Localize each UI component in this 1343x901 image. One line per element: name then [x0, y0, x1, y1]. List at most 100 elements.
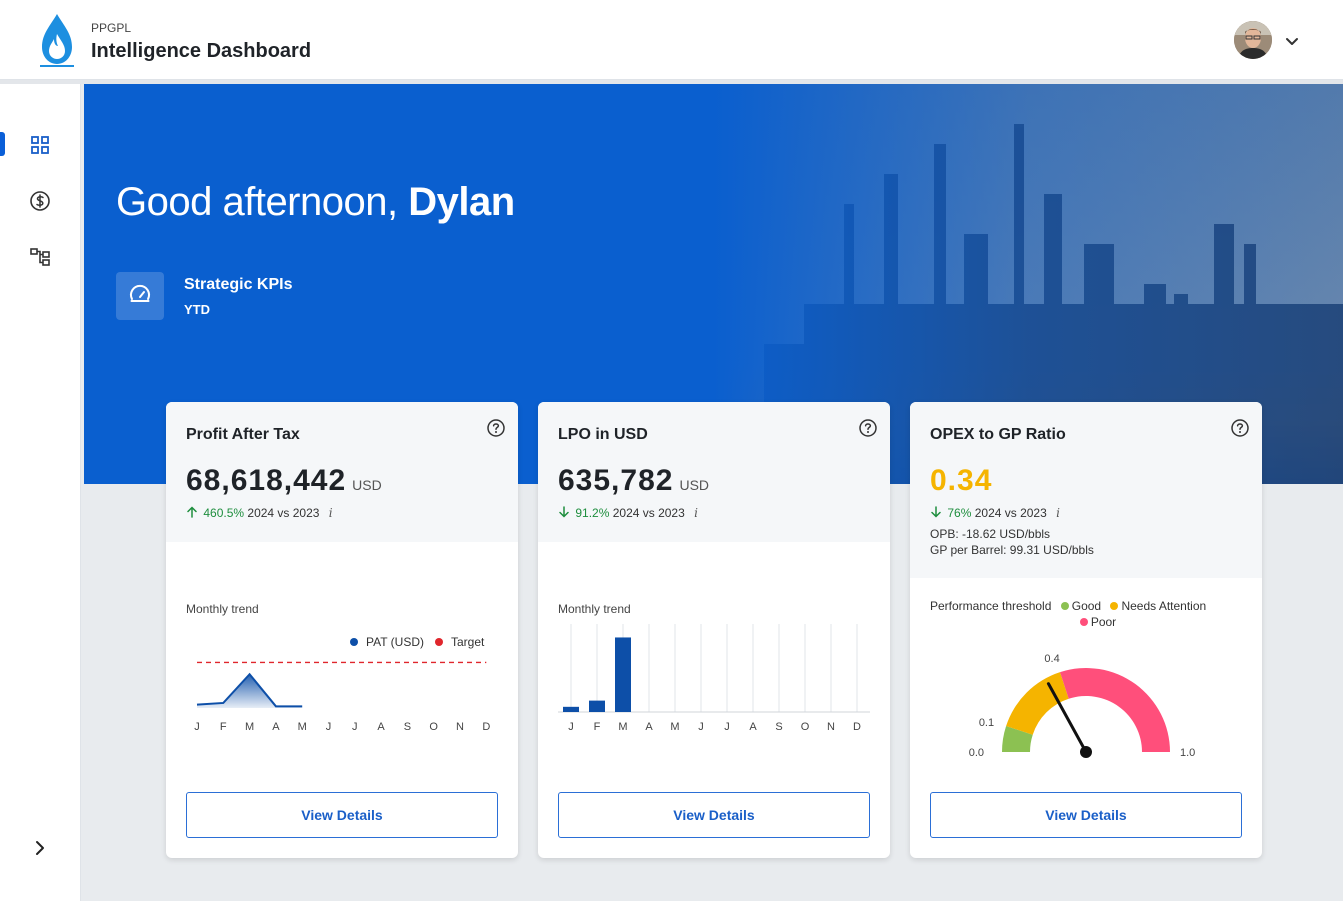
gauge-band-poor	[1060, 668, 1170, 752]
opb-value: OPB: -18.62 USD/bbls	[930, 527, 1051, 541]
gauge-band-needs-attention	[1006, 672, 1069, 735]
x-tick-label: M	[245, 721, 254, 733]
legend-dot-needs-attention	[1110, 602, 1119, 610]
legend-dot-good	[1060, 602, 1069, 610]
app-title: Intelligence Dashboard	[91, 40, 312, 62]
kpi-delta: 91.2% 2024 vs 2023 i	[558, 506, 698, 520]
legend-dot-poor	[1079, 618, 1088, 626]
header-divider	[0, 80, 1343, 84]
view-details-button[interactable]: View Details	[930, 792, 1242, 838]
pat-area	[197, 674, 303, 708]
chevron-down-icon[interactable]	[1283, 32, 1301, 50]
card-header	[910, 402, 1262, 578]
gauge-tick-label: 0.0	[969, 747, 984, 759]
legend-label-poor: Poor	[1090, 615, 1117, 629]
view-details-button[interactable]: View Details	[558, 792, 870, 838]
info-icon[interactable]: i	[1056, 506, 1060, 520]
pat-series-line	[196, 672, 303, 708]
x-tick-label: N	[827, 721, 835, 733]
chevron-right-icon[interactable]	[30, 838, 50, 858]
lpo-bar	[615, 637, 631, 712]
x-tick-label: S	[404, 721, 411, 733]
kpi-unit: USD	[352, 477, 382, 493]
x-tick-label: F	[220, 721, 227, 733]
legend-label-pat: PAT (USD)	[366, 635, 424, 649]
speedometer-icon	[130, 284, 150, 302]
kpi-number: 68,618,442	[186, 464, 347, 497]
kpi-delta: 460.5% 2024 vs 2023 i	[186, 506, 333, 520]
x-tick-label: O	[801, 721, 810, 733]
flame-drop-logo-icon[interactable]	[36, 12, 78, 68]
kpi-value: 68,618,442 USD	[186, 464, 382, 498]
card-title: LPO in USD	[558, 426, 648, 443]
x-tick-label: N	[456, 721, 464, 733]
info-icon[interactable]: i	[328, 506, 333, 520]
lpo-bar	[563, 706, 579, 712]
x-tick-label: M	[618, 721, 627, 733]
user-avatar[interactable]	[1234, 21, 1272, 59]
greeting-text: Good afternoon,	[116, 180, 398, 224]
gp-per-barrel-value: GP per Barrel: 99.31 USD/bbls	[930, 543, 1094, 557]
x-tick-label: D	[853, 721, 861, 733]
kpi-card-opex-gp-ratio: OPEX to GP Ratio 0.34 76% 2024 vs 2023 i…	[910, 402, 1262, 858]
x-tick-label: A	[377, 721, 385, 733]
arrow-down-icon	[559, 506, 569, 518]
x-tick-label: J	[698, 721, 704, 733]
kpi-unit: USD	[679, 477, 710, 493]
legend-label-target: Target	[451, 635, 485, 649]
gauge-needle-hub	[1080, 746, 1092, 758]
x-tick-label: A	[272, 721, 280, 733]
threshold-label: Performance threshold	[930, 599, 1052, 613]
help-circle-icon[interactable]	[486, 418, 506, 438]
x-tick-label: O	[429, 721, 438, 733]
active-indicator	[0, 132, 5, 156]
legend-dot-pat	[350, 638, 358, 646]
card-header	[538, 402, 890, 542]
x-tick-label: A	[645, 721, 653, 733]
delta-period: 2024 vs 2023	[612, 506, 685, 520]
sidebar-item-dashboard[interactable]	[0, 124, 81, 164]
delta-period: 2024 vs 2023	[247, 506, 320, 520]
kpi-value: 635,782 USD	[558, 464, 709, 498]
view-details-button[interactable]: View Details	[186, 792, 498, 838]
help-circle-icon[interactable]	[1230, 418, 1250, 438]
sidebar	[0, 84, 81, 901]
kpi-card-lpo-usd: LPO in USD 635,782 USD 91.2% 2024 vs 2023…	[538, 402, 890, 858]
help-circle-icon[interactable]	[858, 418, 878, 438]
arrow-down-icon	[931, 506, 941, 518]
performance-threshold-legend: Performance threshold Good Needs Attenti…	[930, 598, 1250, 630]
gauge-tick-label: 1.0	[1180, 747, 1195, 759]
x-tick-label: F	[594, 721, 601, 733]
kpi-value: 0.34	[930, 464, 993, 497]
info-icon[interactable]: i	[694, 506, 698, 520]
card-title: OPEX to GP Ratio	[930, 426, 1066, 443]
x-tick-label: J	[194, 721, 200, 733]
lpo-bar	[589, 700, 605, 712]
x-tick-label: J	[326, 721, 332, 733]
x-tick-label: J	[568, 721, 574, 733]
trend-label: Monthly trend	[186, 602, 259, 616]
legend-dot-target	[435, 638, 443, 646]
delta-percent: 460.5%	[203, 506, 245, 520]
gauge-needle	[1046, 682, 1088, 754]
x-tick-label: M	[670, 721, 679, 733]
x-tick-label: J	[352, 721, 358, 733]
greeting: Good afternoon, Dylan	[116, 180, 515, 225]
kpi-delta: 76% 2024 vs 2023 i	[930, 506, 1060, 520]
sidebar-item-finance[interactable]	[0, 180, 81, 220]
gauge-tick-label: 0.1	[979, 717, 994, 729]
arrow-up-icon	[187, 506, 197, 518]
sidebar-item-hierarchy[interactable]	[0, 236, 81, 276]
delta-period: 2024 vs 2023	[974, 506, 1047, 520]
gauge-band-good	[1002, 726, 1033, 752]
grid-icon	[31, 136, 49, 154]
gauge-tick-label: 0.4	[1044, 653, 1059, 665]
legend-label-good: Good	[1071, 599, 1102, 613]
x-tick-label: D	[482, 721, 490, 733]
card-header	[166, 402, 518, 542]
x-tick-label: J	[724, 721, 730, 733]
kpi-section-title: Strategic KPIs	[184, 276, 293, 293]
x-tick-label: M	[298, 721, 307, 733]
dollar-circle-icon	[30, 191, 50, 211]
x-tick-label: S	[775, 721, 782, 733]
